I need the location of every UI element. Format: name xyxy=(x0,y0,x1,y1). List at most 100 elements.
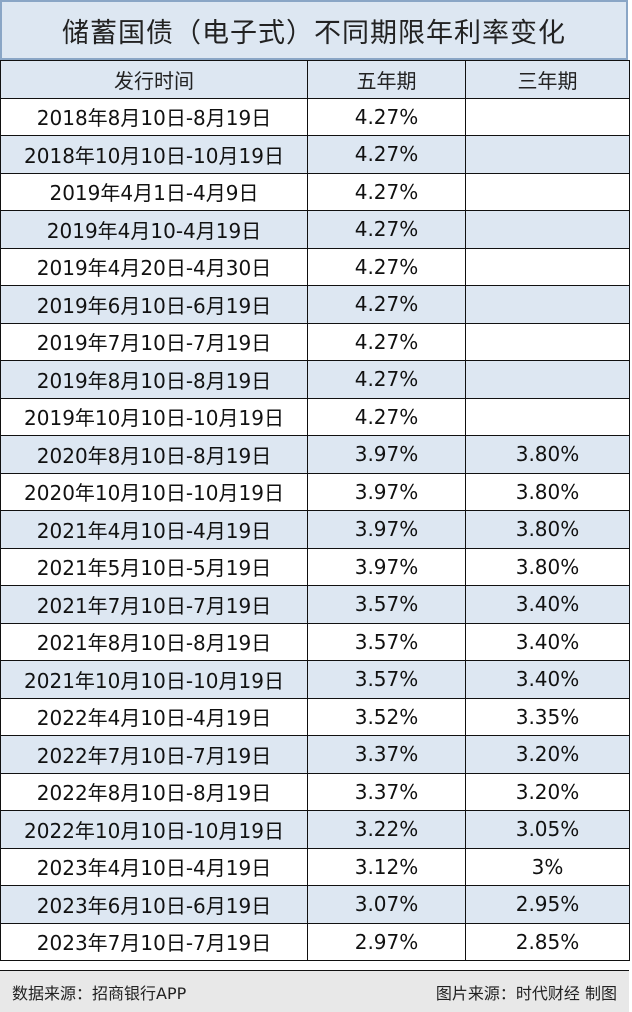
footer: 数据来源：招商银行APP 图片来源：时代财经 制图 xyxy=(0,970,629,1012)
table-cell: 2022年4月10日-4月19日 xyxy=(0,697,308,736)
table-cell xyxy=(465,397,630,436)
table-cell: 3.97% xyxy=(307,435,466,474)
table-cell: 3.35% xyxy=(465,697,630,736)
table-cell xyxy=(465,247,630,286)
table-cell: 2019年10月10日-10月19日 xyxy=(0,397,308,436)
table-cell: 2019年6月10日-6月19日 xyxy=(0,285,308,324)
table-cell: 3.40% xyxy=(465,622,630,661)
table-cell xyxy=(465,97,630,136)
table-row: 2022年8月10日-8月19日 3.37% 3.20% xyxy=(0,772,630,811)
rate-table: 发行时间 五年期 三年期 2018年8月10日-8月19日 4.27% 2018年10月1… xyxy=(0,60,630,961)
table-cell: 3.97% xyxy=(307,510,466,549)
table-cell: 4.27% xyxy=(307,360,466,399)
header-row: 发行时间 五年期 三年期 xyxy=(0,60,630,99)
table-cell: 3.97% xyxy=(307,472,466,511)
header-cell: 三年期 xyxy=(465,60,630,99)
table-cell: 3.37% xyxy=(307,735,466,774)
table-cell: 2.95% xyxy=(465,885,630,924)
table-row: 2023年6月10日-6月19日 3.07% 2.95% xyxy=(0,885,630,924)
table-cell: 2019年8月10日-8月19日 xyxy=(0,360,308,399)
table-row: 2022年4月10日-4月19日 3.52% 3.35% xyxy=(0,697,630,736)
table-cell: 2019年4月1日-4月9日 xyxy=(0,172,308,211)
table-row: 2019年10月10日-10月19日 4.27% xyxy=(0,397,630,436)
table-row: 2023年4月10日-4月19日 3.12% 3% xyxy=(0,847,630,886)
table-cell: 3.57% xyxy=(307,585,466,624)
table-cell xyxy=(465,360,630,399)
table-cell: 3.22% xyxy=(307,810,466,849)
table-cell: 4.27% xyxy=(307,285,466,324)
table-cell: 3.37% xyxy=(307,772,466,811)
table-row: 2022年7月10日-7月19日 3.37% 3.20% xyxy=(0,735,630,774)
table-cell xyxy=(465,135,630,174)
table-cell xyxy=(465,172,630,211)
table-cell: 2.85% xyxy=(465,922,630,961)
table-cell: 4.27% xyxy=(307,135,466,174)
table-cell: 2023年6月10日-6月19日 xyxy=(0,885,308,924)
table-cell: 2021年7月10日-7月19日 xyxy=(0,585,308,624)
table-row: 2019年7月10日-7月19日 4.27% xyxy=(0,322,630,361)
table-cell: 3.40% xyxy=(465,585,630,624)
table-cell: 2021年5月10日-5月19日 xyxy=(0,547,308,586)
table-cell: 2018年10月10日-10月19日 xyxy=(0,135,308,174)
table-cell xyxy=(465,322,630,361)
table-cell: 3.97% xyxy=(307,547,466,586)
table-cell: 4.27% xyxy=(307,322,466,361)
table-row: 2019年4月20日-4月30日 4.27% xyxy=(0,247,630,286)
header-cell: 五年期 xyxy=(307,60,466,99)
table-cell: 2020年8月10日-8月19日 xyxy=(0,435,308,474)
footer-source: 数据来源：招商银行APP xyxy=(12,983,187,1003)
table-cell: 2019年4月10-4月19日 xyxy=(0,210,308,249)
table-row: 2021年8月10日-8月19日 3.57% 3.40% xyxy=(0,622,630,661)
table-cell: 2021年4月10日-4月19日 xyxy=(0,510,308,549)
table-cell: 3.20% xyxy=(465,735,630,774)
table-cell: 2020年10月10日-10月19日 xyxy=(0,472,308,511)
table-cell: 2.97% xyxy=(307,922,466,961)
table-cell: 3.07% xyxy=(307,885,466,924)
table-cell: 4.27% xyxy=(307,210,466,249)
table-cell: 2022年8月10日-8月19日 xyxy=(0,772,308,811)
table-row: 2021年10月10日-10月19日 3.57% 3.40% xyxy=(0,660,630,699)
table-row: 2021年5月10日-5月19日 3.97% 3.80% xyxy=(0,547,630,586)
table-cell: 4.27% xyxy=(307,247,466,286)
table-row: 2018年8月10日-8月19日 4.27% xyxy=(0,97,630,136)
table-row: 2021年7月10日-7月19日 3.57% 3.40% xyxy=(0,585,630,624)
table-cell: 2018年8月10日-8月19日 xyxy=(0,97,308,136)
table-cell: 3.52% xyxy=(307,697,466,736)
table-cell: 4.27% xyxy=(307,172,466,211)
table-row: 2020年8月10日-8月19日 3.97% 3.80% xyxy=(0,435,630,474)
table-cell: 2019年7月10日-7月19日 xyxy=(0,322,308,361)
table-row: 2019年4月10-4月19日 4.27% xyxy=(0,210,630,249)
table-cell: 3.80% xyxy=(465,547,630,586)
table-cell xyxy=(465,285,630,324)
table-body: 发行时间 五年期 三年期 2018年8月10日-8月19日 4.27% 2018年10月1… xyxy=(0,60,630,961)
table-cell: 2019年4月20日-4月30日 xyxy=(0,247,308,286)
table-cell: 3% xyxy=(465,847,630,886)
table-cell: 4.27% xyxy=(307,97,466,136)
table-cell: 2021年10月10日-10月19日 xyxy=(0,660,308,699)
table-cell: 3.80% xyxy=(465,435,630,474)
table-row: 2018年10月10日-10月19日 4.27% xyxy=(0,135,630,174)
table-cell: 3.12% xyxy=(307,847,466,886)
table-cell: 3.57% xyxy=(307,622,466,661)
table-cell: 3.05% xyxy=(465,810,630,849)
table-row: 2019年8月10日-8月19日 4.27% xyxy=(0,360,630,399)
table-cell xyxy=(465,210,630,249)
table-cell: 3.80% xyxy=(465,510,630,549)
table-row: 2019年4月1日-4月9日 4.27% xyxy=(0,172,630,211)
table-cell: 2023年4月10日-4月19日 xyxy=(0,847,308,886)
table-cell: 2022年7月10日-7月19日 xyxy=(0,735,308,774)
table-cell: 3.40% xyxy=(465,660,630,699)
table-cell: 2023年7月10日-7月19日 xyxy=(0,922,308,961)
table-row: 2021年4月10日-4月19日 3.97% 3.80% xyxy=(0,510,630,549)
header-cell: 发行时间 xyxy=(0,60,308,99)
table-cell: 3.80% xyxy=(465,472,630,511)
table-cell: 2022年10月10日-10月19日 xyxy=(0,810,308,849)
table-row: 2023年7月10日-7月19日 2.97% 2.85% xyxy=(0,922,630,961)
table-row: 2022年10月10日-10月19日 3.22% 3.05% xyxy=(0,810,630,849)
table-cell: 3.20% xyxy=(465,772,630,811)
table-row: 2019年6月10日-6月19日 4.27% xyxy=(0,285,630,324)
table-row: 2020年10月10日-10月19日 3.97% 3.80% xyxy=(0,472,630,511)
title: 储蓄国债（电子式）不同期限年利率变化 xyxy=(0,0,628,60)
table-cell: 3.57% xyxy=(307,660,466,699)
